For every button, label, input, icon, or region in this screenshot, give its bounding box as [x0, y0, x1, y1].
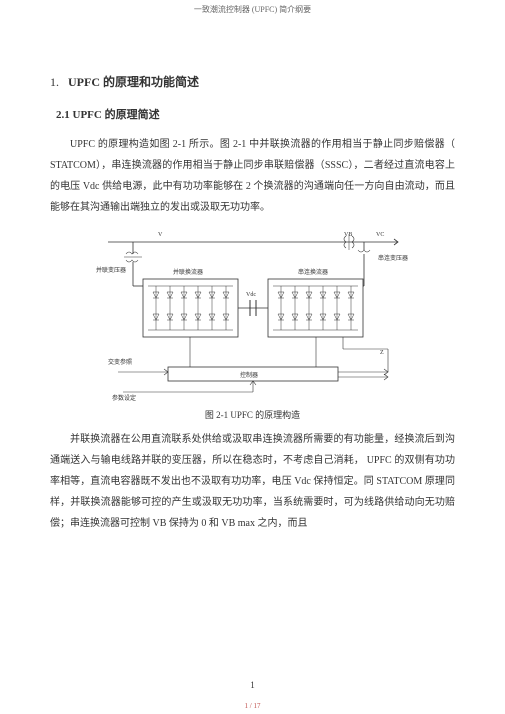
thyristor-bridge-right-icon: [273, 286, 358, 330]
label-vc: VC: [376, 232, 384, 238]
footer-page-count: 1 / 17: [0, 702, 505, 710]
series-transformer-label: 串连变压器: [378, 254, 408, 262]
subsection-heading: 2.1 UPFC 的原理简述: [56, 106, 455, 122]
param-label: 参数设定: [112, 394, 136, 402]
paragraph-2: 并联换流器在公用直流联系处供给或汲取串连换流器所需要的有功能量，经换流后到沟通端…: [50, 429, 455, 534]
series-converter-label: 串连换流器: [298, 268, 328, 276]
label-vb: VB: [344, 232, 352, 238]
ref-label: 交变参照: [108, 358, 132, 366]
vdc-label: Vdc: [246, 292, 256, 298]
controller-label: 控制器: [240, 371, 258, 379]
figure-2-1-diagram: V VB VC 并联变压器 串连变压器 并联换流器 串连换流器: [88, 224, 418, 404]
shunt-converter-label: 并联换流器: [173, 268, 203, 276]
section-num: 1.: [50, 75, 59, 89]
paragraph-1: UPFC 的原理构造如图 2-1 所示。图 2-1 中并联换流器的作用相当于静止…: [50, 134, 455, 218]
section-title: UPFC 的原理和功能简述: [68, 75, 199, 89]
label-v: V: [158, 232, 163, 238]
shunt-transformer-label: 并联变压器: [96, 266, 126, 274]
page-header-title: 一致潮流控制器 (UPFC) 简介纲要: [50, 0, 455, 15]
shunt-converter-box: [143, 279, 238, 337]
subsection-title: UPFC 的原理简述: [73, 109, 160, 121]
series-converter-box: [268, 279, 363, 337]
subsection-num: 2.1: [56, 109, 70, 121]
section-heading: 1. UPFC 的原理和功能简述: [50, 73, 455, 90]
thyristor-bridge-left-icon: [148, 286, 233, 330]
page-number: 1: [0, 680, 505, 690]
figure-caption: 图 2-1 UPFC 的原理构造: [50, 408, 455, 421]
z-label: Z: [380, 350, 384, 356]
